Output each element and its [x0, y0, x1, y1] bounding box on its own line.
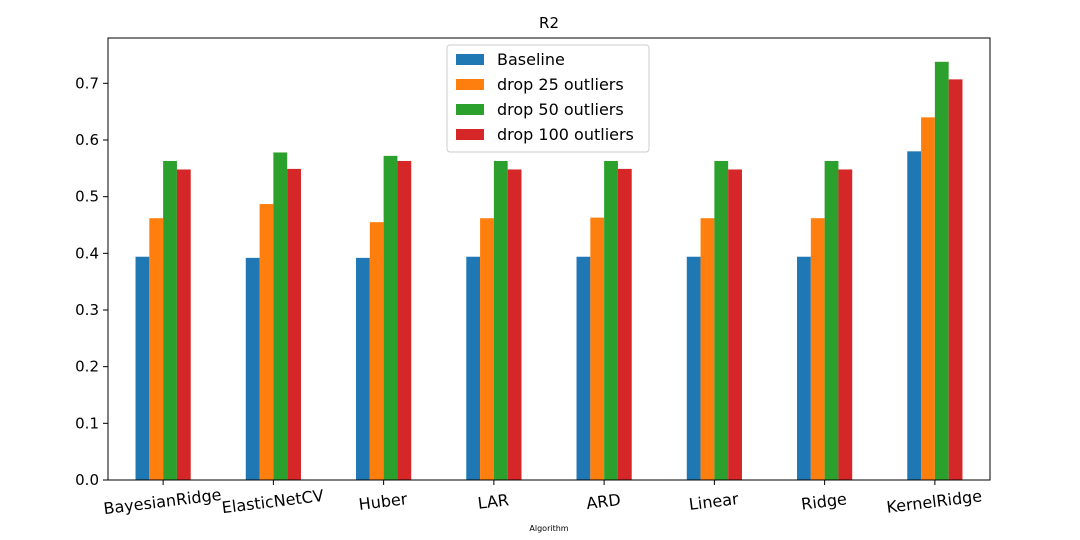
legend-label: drop 100 outliers: [497, 125, 634, 144]
bar-drop-25-outliers-linear: [700, 218, 715, 480]
bar-baseline-elasticnetcv: [245, 257, 260, 480]
bar-drop-25-outliers-bayesianridge: [149, 218, 164, 480]
bar-drop-50-outliers-kernelridge: [934, 61, 949, 481]
y-tick-label: 0.1: [75, 414, 99, 432]
bars-layer: [135, 61, 963, 481]
x-tick-label: ARD: [585, 490, 621, 513]
x-tick-label: ElasticNetCV: [221, 486, 325, 517]
y-tick-label: 0.5: [75, 188, 99, 206]
bar-drop-50-outliers-linear: [714, 160, 729, 480]
bar-baseline-huber: [356, 257, 370, 480]
bar-drop-50-outliers-elasticnetcv: [273, 152, 288, 480]
bar-drop-50-outliers-huber: [383, 155, 398, 480]
legend-label: drop 50 outliers: [497, 100, 624, 119]
bar-drop-50-outliers-ard: [604, 160, 618, 480]
y-tick-label: 0.2: [75, 358, 99, 376]
legend-box: [446, 44, 650, 153]
x-tick-label: Linear: [688, 489, 740, 514]
legend-swatch: [456, 129, 484, 140]
bar-baseline-kernelridge: [907, 151, 922, 481]
legend-swatch: [456, 54, 484, 65]
bar-baseline-bayesianridge: [135, 256, 150, 480]
legend-swatch: [456, 104, 484, 115]
y-tick-label: 0.0: [75, 471, 99, 489]
bar-drop-50-outliers-bayesianridge: [163, 160, 177, 480]
bar-drop-25-outliers-elasticnetcv: [259, 204, 274, 481]
bar-baseline-lar: [466, 256, 481, 480]
bar-drop-100-outliers-kernelridge: [948, 79, 963, 480]
y-tick-label: 0.3: [75, 301, 99, 319]
bar-drop-100-outliers-ard: [617, 168, 632, 480]
bar-baseline-ard: [576, 256, 591, 480]
bar-drop-50-outliers-lar: [493, 160, 508, 480]
x-tick-label: KernelRidge: [885, 486, 983, 517]
x-tick-label: Huber: [358, 489, 409, 514]
y-tick-label: 0.7: [75, 74, 99, 92]
y-tick-label: 0.6: [75, 131, 99, 149]
x-tick-label: Ridge: [800, 489, 848, 513]
bar-drop-25-outliers-ridge: [810, 218, 825, 480]
bar-drop-25-outliers-ard: [590, 217, 605, 480]
x-tick-label: BayesianRidge: [102, 485, 222, 518]
bar-drop-100-outliers-lar: [507, 169, 522, 480]
bar-baseline-ridge: [797, 256, 811, 480]
bar-drop-25-outliers-huber: [369, 222, 384, 480]
bar-baseline-linear: [686, 256, 701, 480]
bar-drop-100-outliers-elasticnetcv: [287, 168, 301, 480]
legend: Baseline drop 25 outliers drop 50 outliers…: [446, 44, 650, 153]
y-tick-label: 0.4: [75, 244, 99, 262]
chart-title: R2: [539, 14, 559, 32]
plot-frame: [107, 37, 991, 481]
legend-label: drop 25 outliers: [497, 75, 624, 94]
bar-drop-100-outliers-bayesianridge: [176, 169, 191, 480]
bar-drop-100-outliers-huber: [397, 160, 412, 480]
bar-drop-100-outliers-ridge: [838, 169, 853, 480]
bar-drop-25-outliers-kernelridge: [921, 117, 935, 480]
y-axis: 0.0 0.1 0.2 0.3 0.4 0.5 0.6 0.7: [75, 74, 108, 489]
bar-drop-100-outliers-linear: [728, 169, 742, 480]
x-axis-title: Algorithm: [529, 524, 568, 533]
bar-drop-50-outliers-ridge: [824, 160, 839, 480]
legend-label: Baseline: [497, 50, 565, 69]
bar-drop-25-outliers-lar: [480, 218, 494, 480]
legend-swatch: [456, 79, 484, 90]
x-tick-label: LAR: [476, 490, 509, 513]
